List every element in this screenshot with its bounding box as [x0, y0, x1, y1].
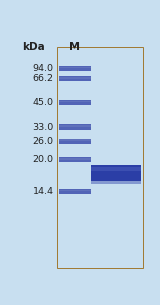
- Text: 94.0: 94.0: [32, 64, 53, 73]
- Bar: [59, 157, 91, 163]
- Text: 26.0: 26.0: [32, 137, 53, 145]
- Bar: [91, 167, 141, 171]
- Bar: [59, 139, 91, 141]
- Bar: [59, 190, 91, 191]
- Text: kDa: kDa: [22, 42, 45, 52]
- Text: 66.2: 66.2: [32, 74, 53, 83]
- Text: 20.0: 20.0: [32, 155, 53, 164]
- Bar: [59, 124, 91, 130]
- Text: M: M: [69, 42, 80, 52]
- Bar: [59, 66, 91, 68]
- Text: 14.4: 14.4: [32, 187, 53, 196]
- Text: 45.0: 45.0: [32, 98, 53, 107]
- Text: 33.0: 33.0: [32, 123, 53, 131]
- Bar: [59, 138, 91, 144]
- Bar: [91, 181, 141, 184]
- Bar: [59, 125, 91, 127]
- Bar: [59, 101, 91, 102]
- Bar: [59, 77, 91, 79]
- Bar: [59, 100, 91, 105]
- Bar: [59, 76, 91, 81]
- Bar: [59, 189, 91, 194]
- Bar: [57, 47, 143, 268]
- Bar: [91, 165, 141, 181]
- Bar: [59, 66, 91, 71]
- Bar: [59, 158, 91, 160]
